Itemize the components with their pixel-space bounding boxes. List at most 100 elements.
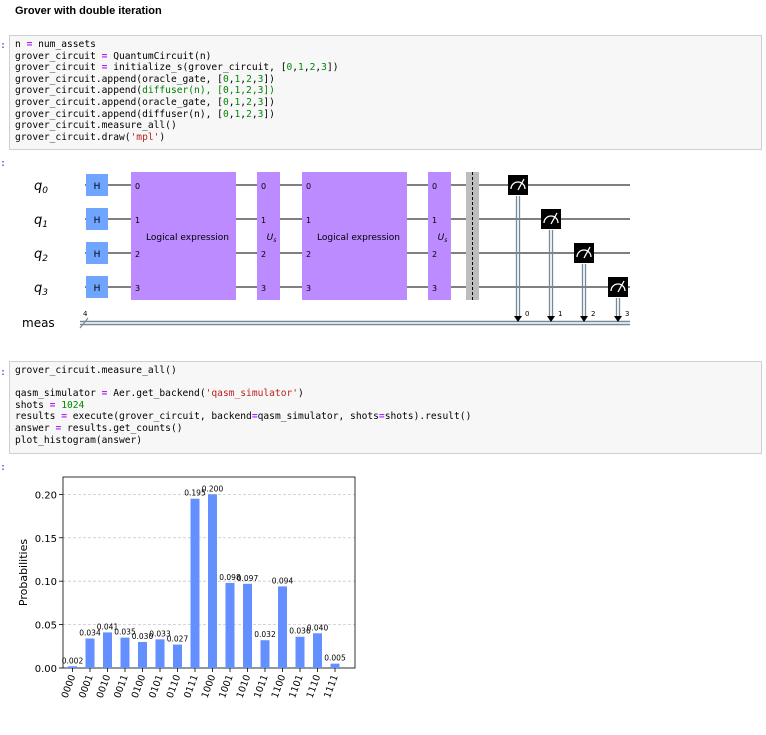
code-token: 1: [234, 96, 241, 108]
gate-pin-label: 0: [306, 182, 311, 191]
code-token: grover_circuit.draw(: [15, 131, 131, 143]
gate-pin-label: 0: [135, 182, 140, 191]
bar: [295, 636, 305, 668]
bar: [225, 582, 235, 668]
bar-value-label: 0.032: [254, 630, 276, 639]
oracle-gate: [131, 172, 236, 300]
x-tick-label: 0111: [182, 673, 201, 699]
measure-bit-label: 1: [558, 310, 562, 318]
hadamard-gate-label: H: [94, 216, 101, 226]
x-tick-label: 0100: [130, 673, 149, 699]
meter-icon: [543, 215, 559, 224]
x-tick-label: 1111: [322, 673, 341, 699]
code-line: [15, 377, 756, 389]
bar: [190, 498, 200, 668]
x-tick-label: 0101: [147, 673, 166, 699]
x-tick-label: 1001: [217, 673, 236, 699]
code-token: ,: [240, 73, 247, 85]
code-token: 0: [222, 73, 229, 85]
bar-value-label: 0.030: [132, 632, 154, 641]
code-token: ,: [251, 96, 258, 108]
measure-bit-label: 2: [591, 310, 595, 318]
code-token: ]): [326, 62, 339, 74]
code-token: 1: [298, 62, 304, 74]
bar-value-label: 0.005: [324, 654, 346, 663]
x-tick-label: 1011: [252, 673, 271, 699]
code-token: ,: [228, 73, 235, 85]
code-token: =: [251, 411, 258, 423]
bar-value-label: 0.035: [114, 628, 136, 637]
barrier: [466, 172, 479, 300]
code-line: grover_circuit.append(diffuser(n), [0,1,…: [15, 109, 756, 121]
code-cell-1[interactable]: n = num_assets grover_circuit = QuantumCi…: [9, 35, 762, 150]
x-tick-label: 1000: [200, 673, 219, 699]
hadamard-gate: [86, 242, 108, 264]
x-tick-label: 1101: [287, 673, 306, 699]
code-line: shots = 1024: [15, 400, 756, 412]
code-token: 2: [309, 62, 316, 74]
meter-needle-icon: [617, 280, 625, 293]
bar: [243, 583, 252, 668]
x-tick-label: 0110: [165, 673, 184, 699]
x-tick-label: 0011: [112, 673, 131, 699]
code-line: grover_circuit.append(diffuser(n), [0,1,…: [15, 85, 756, 97]
bar: [330, 663, 340, 668]
code-line: grover_circuit = initialize_s(grover_cir…: [15, 62, 756, 74]
code-token: grover_circuit.append(oracle_gate, [: [15, 96, 223, 108]
section-heading: Grover with double iteration: [15, 5, 162, 17]
code-token: plot_histogram(answer): [15, 434, 143, 446]
y-tick-label: 0.05: [35, 621, 57, 632]
diffuser-gate: [428, 172, 451, 300]
gate-pin-label: 3: [432, 284, 437, 293]
gate-pin-label: 3: [306, 284, 311, 293]
code-line: grover_circuit.measure_all(): [15, 120, 756, 132]
x-tick-label: 1110: [305, 673, 324, 699]
bar-value-label: 0.002: [62, 656, 84, 665]
bar: [103, 632, 112, 668]
code-token: =: [101, 50, 108, 62]
code-token: grover_circuit.measure_all(): [15, 365, 177, 376]
code-token: grover_circuit.measure_all(): [15, 120, 177, 132]
measure-arrow: [547, 316, 555, 322]
gate-pin-label: 1: [432, 216, 437, 225]
bar-value-label: 0.041: [97, 622, 119, 631]
code-token: QuantumCircuit(n): [107, 50, 212, 62]
x-tick-label: 0001: [77, 673, 96, 699]
code-token: 2: [246, 108, 252, 120]
diffuser-gate-label: Us: [438, 233, 448, 244]
code-token: =: [55, 422, 62, 434]
gate-pin-label: 1: [135, 216, 140, 225]
qubit-label: q1: [34, 213, 48, 230]
code-token: 1024: [61, 399, 85, 411]
code-line: n = num_assets: [15, 39, 756, 51]
meter-needle-icon: [583, 246, 591, 259]
output-prompt-1: :: [0, 158, 7, 169]
code-line: results = execute(grover_circuit, backen…: [15, 411, 756, 423]
code-line: grover_circuit.append(oracle_gate, [0,1,…: [15, 74, 756, 86]
gate-pin-label: 3: [261, 284, 266, 293]
code-line: answer = results.get_counts(): [15, 423, 756, 435]
classical-width-slash: [79, 317, 89, 329]
meter-needle-icon: [550, 212, 558, 225]
x-tick-label: 1100: [270, 673, 289, 699]
gate-pin-label: 2: [306, 250, 311, 259]
classical-register-label: meas: [22, 316, 55, 330]
bar: [278, 586, 287, 668]
code-token: ,: [240, 96, 247, 108]
code-token: ]): [263, 96, 275, 108]
gate-pin-label: 2: [135, 250, 140, 259]
code-token: ]): [263, 73, 275, 85]
code-cell-2[interactable]: grover_circuit.measure_all() qasm_simulat…: [9, 361, 762, 454]
x-tick-label: 0000: [60, 673, 79, 699]
hadamard-gate: [86, 174, 108, 196]
code-token: ,: [292, 62, 299, 74]
code-token: 0: [286, 62, 293, 74]
gate-pin-label: 2: [432, 250, 437, 259]
code-line: qasm_simulator = Aer.get_backend('qasm_s…: [15, 388, 756, 400]
y-tick-label: 0.10: [35, 577, 57, 588]
code-token: ,: [303, 62, 310, 74]
code-token: ): [298, 388, 304, 400]
code-token: 3: [257, 96, 264, 108]
code-token: =: [49, 399, 56, 411]
code-token: Aer.get_backend(: [107, 388, 206, 400]
